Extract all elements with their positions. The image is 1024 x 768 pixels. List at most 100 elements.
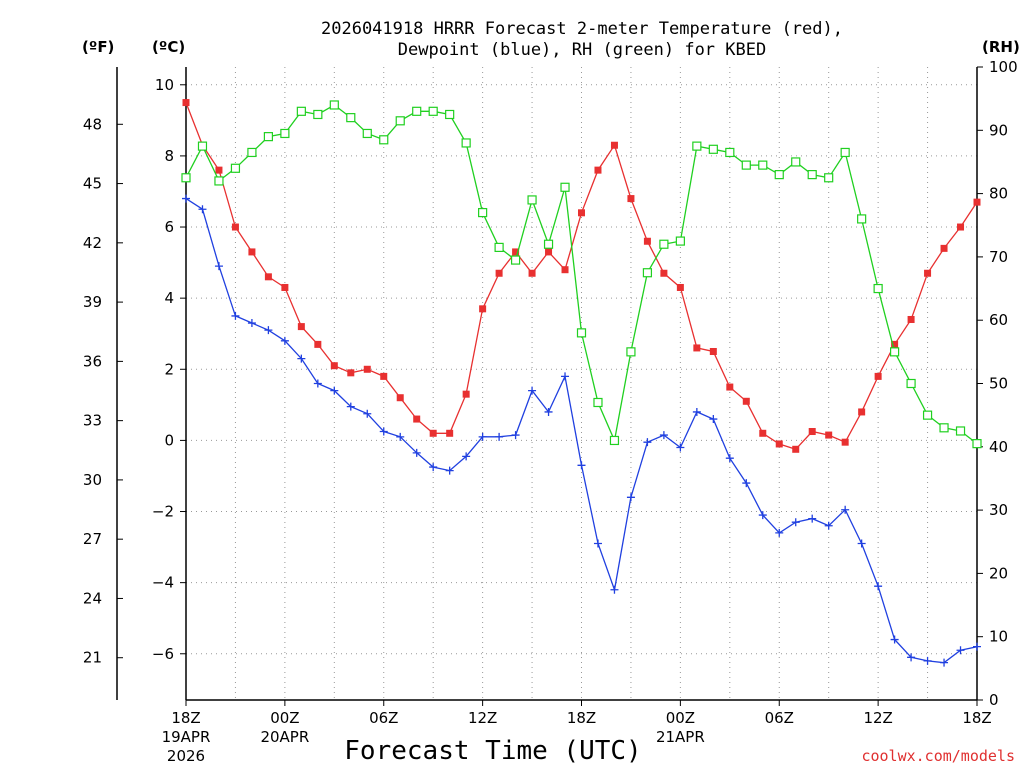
temperature-point [676,283,684,291]
rh-point [955,426,966,436]
x-tick-label: 2026 [167,747,205,765]
temperature-point [380,372,388,380]
dewpoint-point [396,432,405,441]
temperature-point [545,248,553,256]
temperature-point [297,323,305,331]
dewpoint-point [214,262,223,271]
temperature-point [231,223,239,231]
rh-point [445,109,455,120]
temperature-point [792,445,800,453]
dewpoint-point [841,505,850,514]
dewpoint-point [462,452,471,461]
title-line-2: Dewpoint (blue), RH (green) for KBED [398,40,766,60]
series-temperature [182,99,981,453]
dewpoint-point [907,653,916,662]
dewpoint-point [182,194,190,203]
temperature-point [446,429,454,437]
rh-point [181,173,191,183]
temperature-point [347,369,355,377]
x-tick-label: 18Z [962,709,991,727]
rh-point [939,423,949,433]
temperature-point [215,166,223,174]
temperature-point [709,347,717,355]
rh-point [890,347,900,357]
rh-point [873,283,883,294]
celsius-tick-label: 0 [164,431,174,449]
rh-tick-label: 0 [989,691,999,709]
rh-tick-label: 10 [989,628,1008,646]
x-tick-label: 00Z [666,709,695,727]
temperature-point [858,408,866,416]
temperature-point [726,383,734,391]
temperature-point [924,269,932,277]
temperature-point [643,237,651,245]
dewpoint-point [363,409,372,418]
dewpoint-point [379,427,388,436]
x-tick-label: 06Z [369,709,398,727]
series-line-dewpoint [185,198,978,664]
x-tick-label: 18Z [171,709,200,727]
x-tick-label: 18Z [567,709,596,727]
rh-point [412,106,422,116]
rh-point [214,176,224,186]
credit-text: coolwx.com/models [861,747,1015,765]
celsius-tick-label: −2 [152,503,174,521]
rh-tick-label: 20 [989,564,1008,582]
rh-point [922,410,933,420]
dewpoint-point [791,518,800,527]
dewpoint-point [808,514,817,523]
dewpoint-point [511,431,520,440]
temperature-point [264,273,272,281]
rh-point [510,255,521,265]
rh-point [593,397,603,408]
dewpoint-point [231,311,240,320]
temperature-point [825,431,833,439]
rh-point [692,141,702,151]
rh-point [313,109,323,120]
dewpoint-point [346,402,355,411]
dewpoint-point [725,454,734,463]
dewpoint-point [692,407,701,416]
temperature-point [561,266,569,274]
rh-tick-label: 50 [989,375,1008,393]
temperature-point [775,440,783,448]
temperature-point [413,415,421,423]
series-layer [181,99,982,667]
dewpoint-point [313,379,322,388]
rh-point [379,135,389,145]
dewpoint-point [940,658,949,667]
dewpoint-point [330,386,339,395]
rh-point [972,439,982,449]
dewpoint-point [709,415,718,424]
dewpoint-point [429,463,438,472]
temperature-point [627,195,635,203]
dewpoint-point [593,539,602,548]
temperature-point [957,223,965,231]
rh-point [478,207,488,218]
fahrenheit-tick-label: 36 [83,352,102,370]
fahrenheit-tick-label: 27 [83,530,102,548]
dewpoint-point [742,479,751,488]
temperature-point [281,283,289,291]
rh-point [807,170,817,180]
rh-tick-label: 100 [989,58,1018,76]
fahrenheit-tick-label: 33 [83,412,102,430]
dewpoint-point [198,205,207,214]
celsius-tick-label: 10 [155,76,174,94]
fahrenheit-tick-label: 45 [83,175,102,193]
celsius-tick-label: 4 [164,289,174,307]
temperature-point [973,198,981,206]
celsius-tick-label: 2 [164,360,174,378]
temperature-point [660,269,668,277]
rh-point [708,144,718,154]
rh-point [560,182,570,192]
temperature-point [462,390,470,398]
title-line-1: 2026041918 HRRR Forecast 2-meter Tempera… [321,19,843,39]
series-dewpoint [182,194,981,667]
rh-point [840,147,850,158]
rh-tick-label: 80 [989,185,1008,203]
axes: 1086420−2−4−6484542393633302724211009080… [83,58,1018,765]
fahrenheit-tick-label: 42 [83,234,102,252]
temperature-point [808,428,816,436]
